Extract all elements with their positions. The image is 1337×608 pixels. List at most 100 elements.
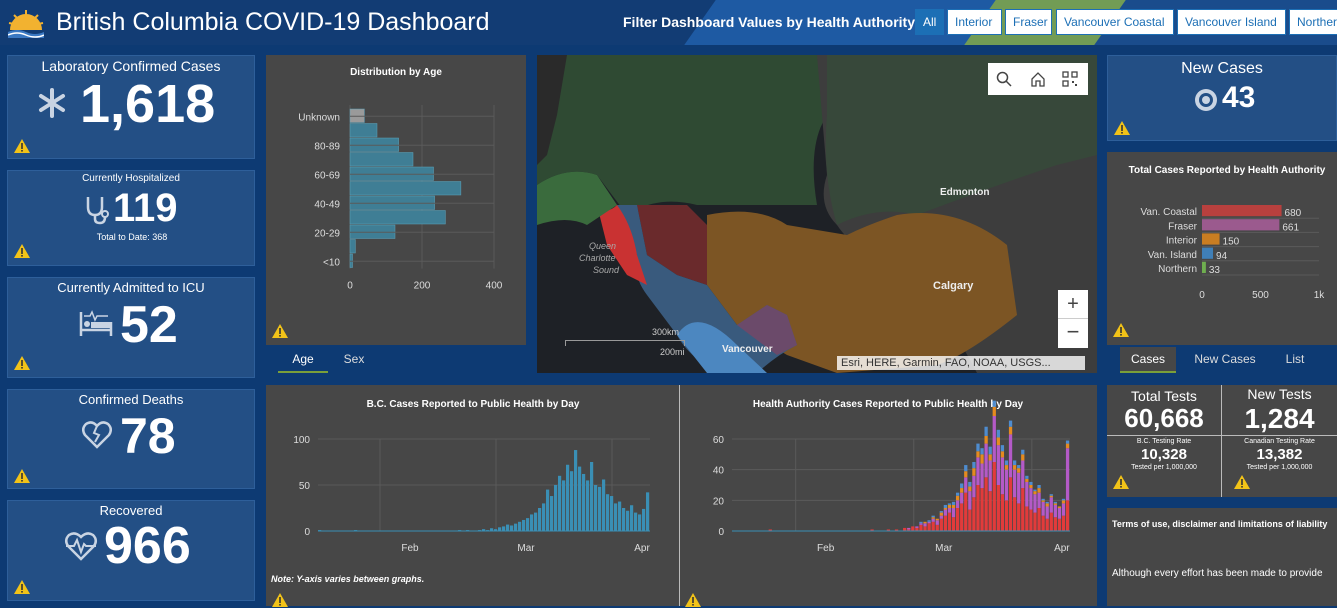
warning-icon[interactable] — [1112, 474, 1130, 490]
health-authority-chart[interactable]: Total Cases Reported by Health Authority… — [1107, 152, 1337, 345]
bar — [1057, 508, 1062, 519]
bar — [590, 462, 594, 531]
hospitalized-card: Currently Hospitalized 119 Total to Date… — [7, 170, 255, 266]
bar — [992, 400, 996, 407]
bar — [960, 483, 964, 489]
bar — [894, 529, 899, 531]
tab-sex[interactable]: Sex — [343, 352, 365, 366]
bar — [955, 492, 960, 496]
tab-age[interactable]: Age — [278, 347, 328, 373]
tab-new-cases[interactable]: New Cases — [1194, 352, 1256, 366]
daily-cases-panel: B.C. Cases Reported to Public Health by … — [266, 385, 1097, 608]
x-tick-label: Mar — [517, 543, 535, 554]
map-view[interactable]: Edmonton Calgary Vancouver Queen Charlot… — [537, 55, 1097, 373]
bar — [1012, 460, 1017, 466]
total-tests-value: 60,668 — [1124, 403, 1204, 433]
filter-interior-button[interactable]: Interior — [947, 9, 1002, 35]
bar — [886, 529, 891, 531]
age-distribution-chart[interactable]: Distribution by Age 0 200 400 Unknown 80-89 6… — [266, 55, 526, 345]
terms-body: Although every effort has been made to p… — [1112, 568, 1323, 579]
home-icon[interactable] — [1030, 71, 1046, 87]
filter-fraser-button[interactable]: Fraser — [1005, 9, 1052, 35]
bar — [502, 526, 506, 531]
bar — [1021, 449, 1025, 455]
zoom-out-button[interactable]: − — [1066, 319, 1080, 344]
bar — [514, 523, 518, 531]
bar — [1029, 481, 1033, 485]
bar — [1053, 504, 1057, 518]
bar — [996, 437, 1000, 446]
tab-cases[interactable]: Cases — [1120, 347, 1176, 373]
bar — [972, 468, 976, 476]
bar — [955, 495, 960, 501]
map-attribution[interactable]: Esri, HERE, Garmin, FAO, NOAA, USGS... — [837, 356, 1085, 370]
y-tick-label: Fraser — [1168, 221, 1198, 232]
search-icon[interactable] — [996, 71, 1012, 87]
ha-daily-cases-chart[interactable]: Health Authority Cases Reported to Publi… — [680, 385, 1097, 606]
warning-icon[interactable] — [1112, 322, 1130, 338]
bar — [951, 517, 956, 531]
bar — [984, 435, 988, 444]
bar — [598, 486, 602, 531]
bar — [1061, 503, 1066, 516]
bar — [939, 511, 943, 513]
bar — [574, 450, 578, 531]
warning-icon[interactable] — [13, 355, 31, 371]
bar — [1037, 508, 1041, 531]
chart-title: Total Cases Reported by Health Authority — [1129, 165, 1326, 176]
bar — [939, 515, 943, 519]
bar — [618, 501, 622, 531]
filter-vancouver-island-button[interactable]: Vancouver Island — [1177, 9, 1286, 35]
filter-northern-button[interactable]: Northern — [1289, 9, 1337, 35]
bar — [1004, 460, 1009, 466]
bc-daily-cases-chart[interactable]: B.C. Cases Reported to Public Health by … — [266, 385, 679, 606]
tab-list[interactable]: List — [1285, 352, 1305, 366]
warning-icon[interactable] — [684, 592, 702, 608]
bar — [960, 488, 964, 493]
bar — [1017, 472, 1021, 504]
bar — [980, 454, 984, 464]
warning-icon[interactable] — [13, 138, 31, 154]
y-tick-label: 100 — [293, 435, 310, 446]
bar — [1061, 498, 1066, 501]
warning-icon[interactable] — [13, 468, 31, 484]
bar — [630, 505, 634, 531]
bar — [951, 501, 956, 505]
bar — [1021, 488, 1025, 531]
bar — [554, 485, 558, 531]
warning-icon[interactable] — [13, 243, 31, 259]
y-tick-label: Interior — [1166, 236, 1198, 247]
bar — [1041, 500, 1045, 502]
bar — [1008, 426, 1013, 435]
map-canvas[interactable] — [537, 55, 1097, 373]
bar — [610, 496, 614, 531]
chart-title: B.C. Cases Reported to Public Health by … — [367, 399, 580, 410]
warning-icon[interactable] — [1113, 120, 1131, 136]
bar — [1049, 497, 1053, 513]
virus-icon — [1195, 89, 1217, 111]
bar — [923, 523, 927, 527]
bar — [550, 496, 554, 531]
warning-icon[interactable] — [13, 579, 31, 595]
new-tests-title: New Tests — [1247, 386, 1312, 402]
warning-icon[interactable] — [271, 323, 289, 339]
filter-vancouver-coastal-button[interactable]: Vancouver Coastal — [1056, 9, 1174, 35]
bar — [562, 480, 566, 531]
warning-icon[interactable] — [271, 592, 289, 608]
bar — [606, 494, 610, 531]
qr-code-icon[interactable] — [1062, 71, 1078, 87]
y-tick-label: 20-29 — [314, 229, 340, 240]
warning-icon[interactable] — [1233, 474, 1251, 490]
filter-all-button[interactable]: All — [915, 9, 944, 35]
bar — [931, 521, 935, 531]
zoom-in-button[interactable]: + — [1058, 290, 1088, 319]
bar — [968, 481, 972, 487]
x-tick-label: Feb — [401, 543, 419, 554]
bar — [1041, 501, 1045, 516]
y-tick-label: Van. Coastal — [1140, 207, 1197, 218]
data-label: 33 — [1209, 265, 1221, 276]
bar — [988, 491, 992, 531]
bar — [646, 492, 650, 531]
map-toolbar — [988, 63, 1088, 95]
bar — [939, 512, 943, 516]
